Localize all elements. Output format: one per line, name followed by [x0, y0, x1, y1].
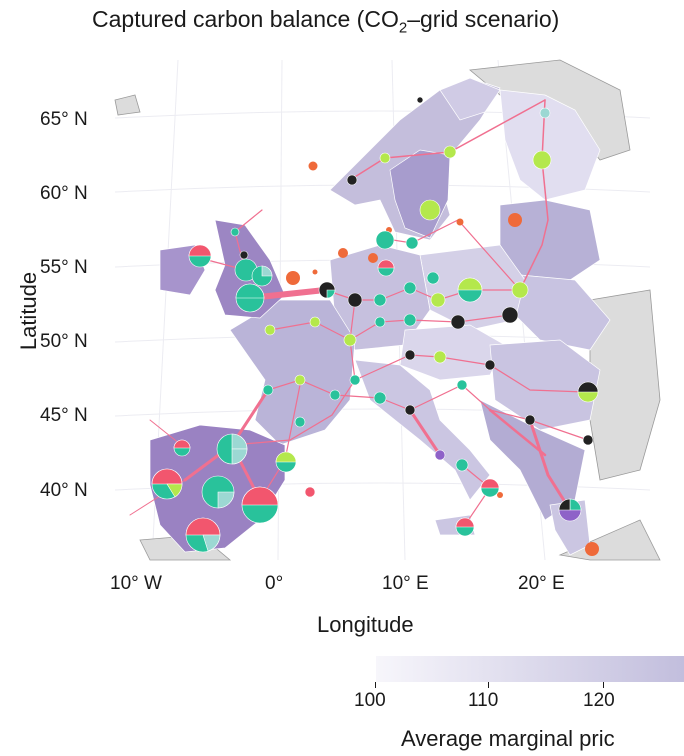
- colorbar-title: Average marginal pric: [401, 726, 615, 751]
- lat-tick-label: 60° N: [40, 183, 88, 204]
- colorbar: [376, 656, 684, 682]
- pie-small-13: [374, 316, 386, 328]
- pie-small-29: [434, 449, 446, 461]
- pie-small-16: [264, 324, 276, 336]
- pie-small-4: [416, 96, 424, 104]
- pie-italy-south: [480, 478, 500, 498]
- pie-iberia-center: [201, 475, 235, 509]
- colorbar-tick-mark: [603, 682, 604, 688]
- colorbar-tick-mark: [375, 682, 376, 688]
- pie-small-19: [329, 389, 341, 401]
- pie-small-26: [456, 379, 468, 391]
- pie-iberia-south: [185, 517, 221, 553]
- pie-small-9: [430, 292, 446, 308]
- storage-dot: [286, 271, 300, 285]
- lon-tick-label: 10° E: [382, 573, 429, 594]
- pie-small-1: [379, 152, 391, 164]
- pie-small-10: [450, 314, 466, 330]
- pie-small-30: [455, 458, 469, 472]
- pie-france-sw: [275, 451, 297, 473]
- pie-small-31: [294, 416, 306, 428]
- pie-greece: [558, 498, 582, 522]
- pie-denmark: [375, 230, 395, 250]
- pie-small-6: [347, 292, 363, 308]
- pie-poland: [457, 277, 483, 303]
- pie-small-20: [349, 374, 361, 386]
- lon-tick-label: 10° W: [110, 573, 162, 594]
- storage-dot: [497, 492, 503, 498]
- pie-small-3: [539, 107, 551, 119]
- pie-small-28: [582, 434, 594, 446]
- storage-dot: [456, 218, 464, 226]
- pie-small-5: [405, 236, 419, 250]
- pie-baltics: [511, 281, 529, 299]
- storage-dot: [508, 213, 522, 227]
- storage-sites: [286, 161, 599, 556]
- pie-benelux: [318, 281, 336, 299]
- pie-small-33: [239, 250, 249, 260]
- lat-tick-label: 55° N: [40, 257, 88, 278]
- colorbar-tick-label: 110: [468, 690, 499, 711]
- pie-iberia-large: [241, 486, 279, 524]
- pie-small-7: [373, 293, 387, 307]
- storage-dot: [368, 253, 378, 263]
- map-title: Captured carbon balance (CO2–grid scenar…: [92, 6, 560, 37]
- pie-iberia-north: [216, 433, 248, 465]
- y-axis-title: Latitude: [16, 271, 42, 351]
- pie-iberia-west: [151, 468, 183, 500]
- pie-small-2: [443, 145, 457, 159]
- pie-germany-north: [377, 259, 395, 277]
- pie-small-24: [373, 391, 387, 405]
- pie-small-25: [404, 404, 416, 416]
- pie-galicia: [173, 439, 191, 457]
- pie-norway-south: [346, 174, 358, 186]
- lat-tick-label: 65° N: [40, 109, 88, 130]
- storage-dot: [308, 161, 318, 171]
- pie-small-18: [294, 374, 306, 386]
- colorbar-tick-label: 120: [583, 690, 615, 711]
- pie-ireland: [188, 244, 212, 268]
- x-axis-title: Longitude: [317, 612, 414, 637]
- pie-small-32: [230, 227, 240, 237]
- lon-tick-label: 20° E: [518, 573, 565, 594]
- pie-small-12: [343, 333, 357, 347]
- pie-small-17: [262, 384, 274, 396]
- lat-tick-label: 50° N: [40, 331, 88, 352]
- storage-dot: [585, 542, 599, 556]
- pie-small-23: [484, 359, 496, 371]
- pie-small-34: [426, 271, 440, 285]
- lat-tick-label: 45° N: [40, 405, 88, 426]
- pie-uk-south: [235, 283, 265, 313]
- colorbar-tick-label: 100: [354, 690, 386, 711]
- pie-small-27: [524, 414, 536, 426]
- pie-sweden-south: [419, 199, 441, 221]
- colorbar-tick-mark: [488, 682, 489, 688]
- pie-sicily: [455, 517, 475, 537]
- pie-small-22: [433, 350, 447, 364]
- pie-small-14: [403, 313, 417, 327]
- pie-romania: [577, 381, 599, 403]
- pie-small-15: [309, 316, 321, 328]
- lon-tick-label: 0°: [265, 573, 284, 594]
- pie-uk-east: [251, 265, 273, 287]
- storage-dot: [338, 248, 348, 258]
- region-pies: [151, 96, 599, 553]
- pie-small-21: [404, 349, 416, 361]
- storage-dot: [312, 269, 318, 275]
- pie-small-8: [403, 281, 417, 295]
- pie-small-11: [501, 306, 519, 324]
- pie-finland: [532, 150, 552, 170]
- lat-tick-label: 40° N: [40, 480, 88, 501]
- pie-mallorca: [304, 486, 316, 498]
